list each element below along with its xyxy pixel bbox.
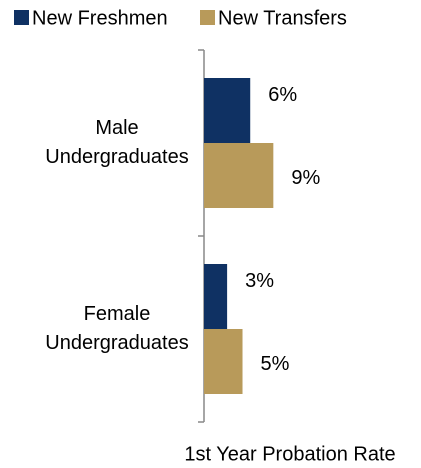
y-tick-label: Female Undergraduates: [45, 303, 189, 354]
data-label: 6%: [268, 84, 297, 106]
x-axis-label: 1st Year Probation Rate: [184, 443, 395, 465]
data-label: 9%: [291, 167, 320, 189]
data-label: 5%: [261, 353, 290, 375]
bar: [204, 143, 274, 208]
bar: [204, 329, 243, 394]
y-tick-label: Male Undergraduates: [45, 117, 189, 168]
bar: [204, 264, 228, 329]
bar: [204, 78, 251, 143]
legend-label: New Transfers: [218, 7, 347, 29]
legend-swatch: [200, 10, 215, 25]
legend-swatch: [14, 10, 29, 25]
legend-label: New Freshmen: [32, 7, 168, 29]
data-label: 3%: [245, 270, 274, 292]
